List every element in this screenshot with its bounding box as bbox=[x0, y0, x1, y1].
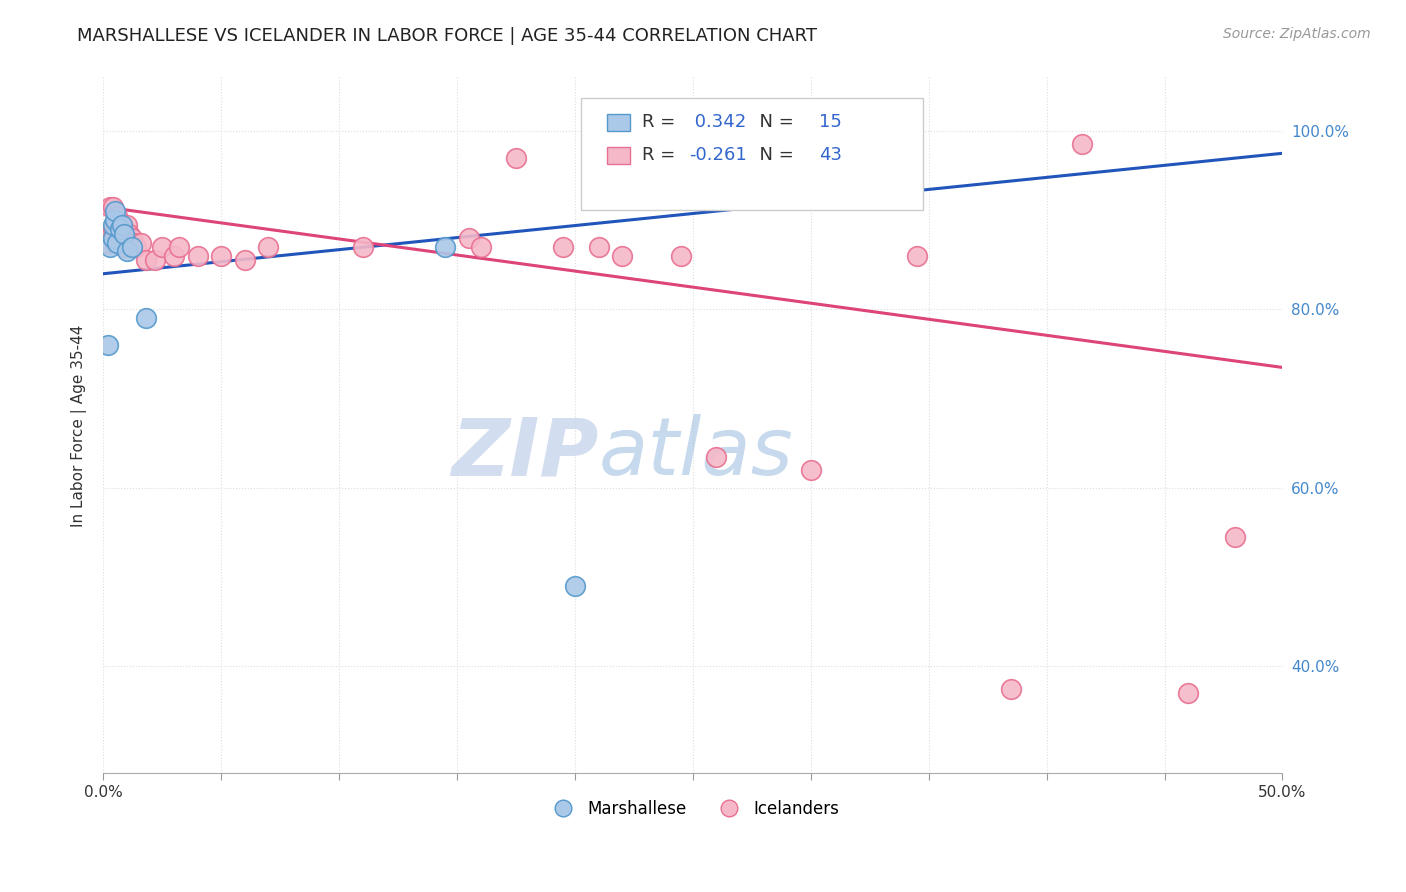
Point bbox=[125, 240, 148, 254]
Text: 43: 43 bbox=[820, 146, 842, 164]
Point bbox=[800, 463, 823, 477]
Point bbox=[104, 218, 127, 232]
Point bbox=[105, 235, 128, 250]
Point bbox=[588, 240, 610, 254]
FancyBboxPatch shape bbox=[581, 98, 922, 210]
Point bbox=[706, 450, 728, 464]
Point bbox=[610, 249, 633, 263]
Point bbox=[233, 253, 256, 268]
FancyBboxPatch shape bbox=[607, 147, 630, 164]
Point bbox=[564, 579, 586, 593]
Point bbox=[209, 249, 232, 263]
Point bbox=[114, 227, 136, 241]
Point bbox=[167, 240, 190, 254]
Point bbox=[470, 240, 492, 254]
Text: R =: R = bbox=[643, 113, 681, 131]
Point bbox=[97, 338, 120, 352]
Text: 0.342: 0.342 bbox=[689, 113, 747, 131]
Point bbox=[553, 240, 575, 254]
Text: Source: ZipAtlas.com: Source: ZipAtlas.com bbox=[1223, 27, 1371, 41]
Point bbox=[143, 253, 166, 268]
Point bbox=[104, 213, 127, 227]
Point bbox=[101, 218, 124, 232]
Text: atlas: atlas bbox=[599, 414, 793, 492]
Point bbox=[111, 231, 134, 245]
Point bbox=[1225, 530, 1247, 544]
Point bbox=[108, 231, 131, 245]
Point bbox=[111, 218, 134, 232]
Point bbox=[122, 235, 145, 250]
Point bbox=[1071, 137, 1094, 152]
Point bbox=[135, 311, 157, 326]
Point bbox=[105, 231, 128, 245]
Point bbox=[114, 240, 136, 254]
Text: MARSHALLESE VS ICELANDER IN LABOR FORCE | AGE 35-44 CORRELATION CHART: MARSHALLESE VS ICELANDER IN LABOR FORCE … bbox=[77, 27, 817, 45]
Point bbox=[505, 151, 527, 165]
Text: -0.261: -0.261 bbox=[689, 146, 747, 164]
Text: ZIP: ZIP bbox=[451, 414, 599, 492]
Point bbox=[257, 240, 280, 254]
Point bbox=[101, 222, 124, 236]
Point bbox=[104, 204, 127, 219]
Point bbox=[94, 227, 117, 241]
Point bbox=[105, 209, 128, 223]
Point bbox=[118, 227, 141, 241]
Point bbox=[1177, 686, 1199, 700]
Point bbox=[905, 249, 928, 263]
Y-axis label: In Labor Force | Age 35-44: In Labor Force | Age 35-44 bbox=[72, 325, 87, 526]
Point bbox=[1000, 681, 1022, 696]
Text: R =: R = bbox=[643, 146, 681, 164]
FancyBboxPatch shape bbox=[607, 114, 630, 131]
Point bbox=[121, 231, 143, 245]
Point bbox=[669, 249, 692, 263]
Point bbox=[352, 240, 374, 254]
Point bbox=[101, 200, 124, 214]
Text: N =: N = bbox=[748, 113, 800, 131]
Point bbox=[150, 240, 173, 254]
Point bbox=[163, 249, 186, 263]
Point bbox=[115, 218, 138, 232]
Text: N =: N = bbox=[748, 146, 800, 164]
Point bbox=[101, 231, 124, 245]
Point bbox=[97, 235, 120, 250]
Text: 15: 15 bbox=[820, 113, 842, 131]
Point bbox=[135, 253, 157, 268]
Point bbox=[129, 235, 152, 250]
Point bbox=[98, 200, 121, 214]
Point bbox=[104, 235, 127, 250]
Point bbox=[434, 240, 457, 254]
Point bbox=[111, 218, 134, 232]
Point bbox=[457, 231, 479, 245]
Point bbox=[187, 249, 209, 263]
Point bbox=[115, 244, 138, 259]
Point bbox=[98, 240, 121, 254]
Point bbox=[121, 240, 143, 254]
Legend: Marshallese, Icelanders: Marshallese, Icelanders bbox=[540, 793, 846, 824]
Point bbox=[108, 222, 131, 236]
